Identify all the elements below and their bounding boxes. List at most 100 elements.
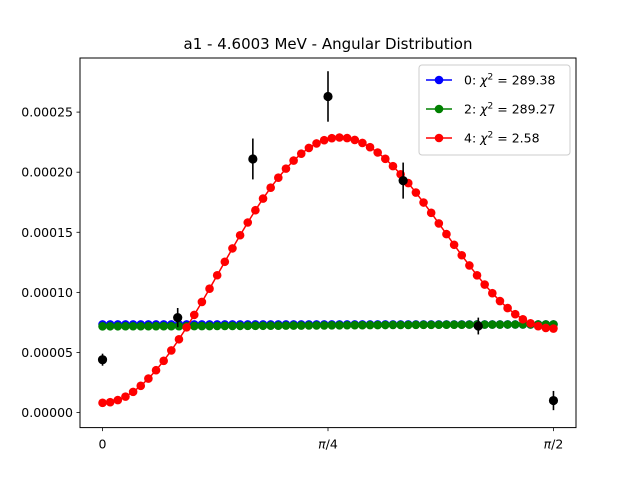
data-point-4 bbox=[398, 175, 408, 186]
fit-marker-1-23 bbox=[274, 321, 283, 330]
fit-marker-2-20 bbox=[251, 205, 260, 215]
fit-marker-2-38 bbox=[388, 161, 398, 171]
fit-marker-1-41 bbox=[411, 320, 421, 330]
fit-marker-1-40 bbox=[403, 320, 413, 330]
fit-marker-1-36 bbox=[373, 320, 382, 330]
fit-marker-2-31 bbox=[335, 133, 344, 142]
fit-marker-1-28 bbox=[312, 321, 321, 330]
fit-marker-1-30 bbox=[327, 321, 337, 330]
y-tick-label-3: 0.00015 bbox=[21, 225, 73, 240]
legend-marker-1 bbox=[434, 104, 444, 114]
y-tick-label-1: 0.00005 bbox=[21, 345, 73, 360]
x-tick-label-1: π/4 bbox=[318, 437, 338, 452]
fit-marker-2-55 bbox=[518, 314, 528, 324]
fit-marker-2-35 bbox=[365, 142, 375, 152]
chart-title: a1 - 4.6003 MeV - Angular Distribution bbox=[184, 35, 473, 53]
fit-marker-2-12 bbox=[189, 310, 199, 320]
fit-marker-1-15 bbox=[212, 321, 222, 331]
fit-marker-2-24 bbox=[281, 164, 291, 173]
fit-marker-2-9 bbox=[167, 346, 176, 355]
fit-marker-2-50 bbox=[480, 280, 489, 289]
fit-marker-1-2 bbox=[113, 321, 123, 331]
fit-marker-2-28 bbox=[312, 139, 321, 148]
fit-marker-1-0 bbox=[98, 321, 107, 331]
fit-marker-2-43 bbox=[426, 208, 436, 218]
fit-marker-2-22 bbox=[266, 183, 275, 193]
fit-marker-2-6 bbox=[144, 374, 153, 383]
data-point-6 bbox=[548, 395, 559, 406]
fit-marker-1-22 bbox=[266, 321, 275, 331]
fit-marker-2-2 bbox=[113, 395, 123, 405]
fit-marker-2-52 bbox=[495, 296, 505, 306]
fit-marker-1-5 bbox=[136, 321, 146, 331]
fit-marker-1-43 bbox=[426, 320, 436, 330]
fit-marker-2-11 bbox=[182, 323, 191, 332]
fit-marker-2-57 bbox=[533, 321, 543, 331]
fit-marker-1-12 bbox=[189, 321, 199, 331]
fit-marker-2-30 bbox=[327, 133, 337, 143]
fit-marker-1-54 bbox=[510, 320, 520, 329]
fit-marker-2-36 bbox=[373, 148, 382, 157]
fit-marker-1-33 bbox=[350, 320, 360, 330]
legend-box bbox=[418, 64, 571, 156]
fit-marker-1-3 bbox=[121, 321, 130, 331]
fit-marker-1-32 bbox=[342, 320, 352, 330]
fit-marker-1-19 bbox=[243, 321, 253, 331]
data-point-1 bbox=[173, 313, 183, 323]
fit-marker-1-10 bbox=[174, 321, 184, 331]
x-tick-label-2: π/2 bbox=[544, 437, 564, 452]
fit-marker-2-15 bbox=[212, 270, 222, 280]
axis-ticks: 0.00000 0.00005 0.00010 0.00015 0.00020 0.000… bbox=[21, 105, 563, 452]
fit-marker-2-7 bbox=[151, 365, 161, 375]
fit-marker-2-14 bbox=[205, 284, 214, 293]
fit-marker-1-26 bbox=[296, 321, 306, 330]
fit-marker-2-37 bbox=[381, 154, 390, 164]
fit-marker-2-27 bbox=[304, 143, 314, 153]
fit-marker-2-17 bbox=[228, 244, 237, 253]
fit-marker-2-53 bbox=[503, 303, 512, 313]
legend-label-1: 2: χ2 = 289.27 bbox=[464, 102, 555, 117]
fit-marker-1-29 bbox=[319, 321, 329, 330]
fit-marker-2-32 bbox=[342, 133, 352, 143]
y-tick-label-5: 0.00025 bbox=[21, 105, 73, 120]
data-series bbox=[97, 71, 559, 411]
fit-marker-1-9 bbox=[167, 321, 176, 331]
plot-area bbox=[97, 71, 559, 411]
fit-marker-2-19 bbox=[243, 218, 253, 227]
fit-marker-2-46 bbox=[449, 240, 459, 250]
fit-series-2 bbox=[98, 133, 558, 408]
fit-marker-2-0 bbox=[98, 398, 107, 408]
fit-marker-1-39 bbox=[396, 320, 405, 330]
fit-marker-1-35 bbox=[365, 320, 375, 330]
fit-marker-2-47 bbox=[457, 250, 467, 260]
fit-marker-2-59 bbox=[549, 324, 558, 333]
fit-marker-2-18 bbox=[235, 230, 245, 240]
legend-label-2: 4: χ2 = 2.58 bbox=[464, 131, 540, 146]
fit-marker-1-21 bbox=[258, 321, 268, 331]
fit-marker-2-58 bbox=[541, 323, 551, 333]
x-tick-label-0: 0 bbox=[99, 437, 107, 452]
fit-marker-1-38 bbox=[388, 320, 398, 330]
fit-marker-2-44 bbox=[434, 219, 444, 228]
fit-marker-2-10 bbox=[174, 334, 184, 344]
fit-marker-1-13 bbox=[197, 321, 207, 331]
data-point-5 bbox=[473, 321, 483, 331]
data-point-3 bbox=[323, 91, 333, 102]
fit-marker-1-14 bbox=[205, 321, 214, 331]
fit-marker-2-41 bbox=[411, 188, 421, 197]
fit-marker-2-33 bbox=[350, 135, 360, 145]
fit-marker-2-48 bbox=[465, 261, 474, 270]
fit-marker-1-45 bbox=[442, 320, 451, 330]
fit-marker-2-5 bbox=[136, 381, 146, 391]
fit-marker-2-23 bbox=[274, 173, 283, 182]
fit-marker-1-1 bbox=[105, 321, 115, 331]
fit-marker-2-45 bbox=[442, 229, 451, 239]
fit-marker-1-48 bbox=[465, 320, 474, 329]
fit-marker-1-51 bbox=[488, 320, 497, 329]
fit-marker-2-3 bbox=[121, 392, 130, 401]
legend-marker-0 bbox=[434, 75, 444, 85]
fit-marker-2-13 bbox=[197, 297, 207, 307]
data-point-0 bbox=[97, 355, 108, 365]
data-point-2 bbox=[248, 154, 258, 164]
